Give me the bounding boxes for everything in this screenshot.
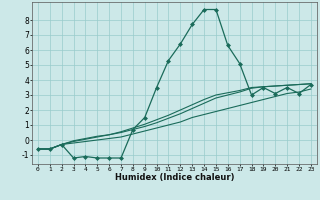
- X-axis label: Humidex (Indice chaleur): Humidex (Indice chaleur): [115, 173, 234, 182]
